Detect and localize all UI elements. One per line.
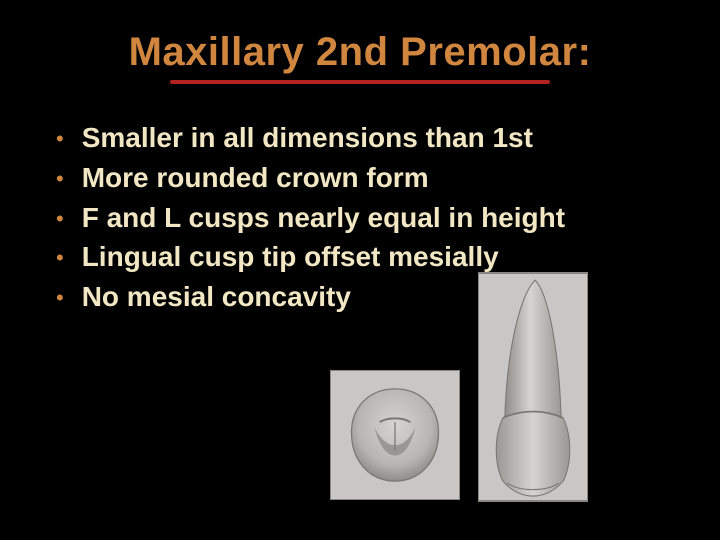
slide-title: Maxillary 2nd Premolar:	[50, 30, 670, 74]
tooth-proximal-icon	[478, 272, 588, 502]
bullet-dot-icon: •	[56, 239, 64, 269]
list-item: • F and L cusps nearly equal in height	[56, 200, 670, 236]
list-item: • Smaller in all dimensions than 1st	[56, 120, 670, 156]
bullet-text: Smaller in all dimensions than 1st	[82, 120, 533, 156]
title-underline	[170, 80, 550, 84]
tooth-occlusal-image	[330, 370, 458, 498]
bullet-text: No mesial concavity	[82, 279, 351, 315]
slide-root: Maxillary 2nd Premolar: • Smaller in all…	[0, 0, 720, 540]
bullet-text: F and L cusps nearly equal in height	[82, 200, 565, 236]
list-item: • Lingual cusp tip offset mesially	[56, 239, 670, 275]
bullet-dot-icon: •	[56, 279, 64, 309]
list-item: • More rounded crown form	[56, 160, 670, 196]
bullet-text: Lingual cusp tip offset mesially	[82, 239, 499, 275]
tooth-proximal-svg	[479, 273, 587, 501]
bullet-text: More rounded crown form	[82, 160, 429, 196]
bullet-dot-icon: •	[56, 200, 64, 230]
tooth-occlusal-svg	[331, 371, 459, 499]
bullet-dot-icon: •	[56, 160, 64, 190]
tooth-proximal-image	[478, 272, 586, 500]
tooth-occlusal-icon	[330, 370, 460, 500]
bullet-dot-icon: •	[56, 120, 64, 150]
